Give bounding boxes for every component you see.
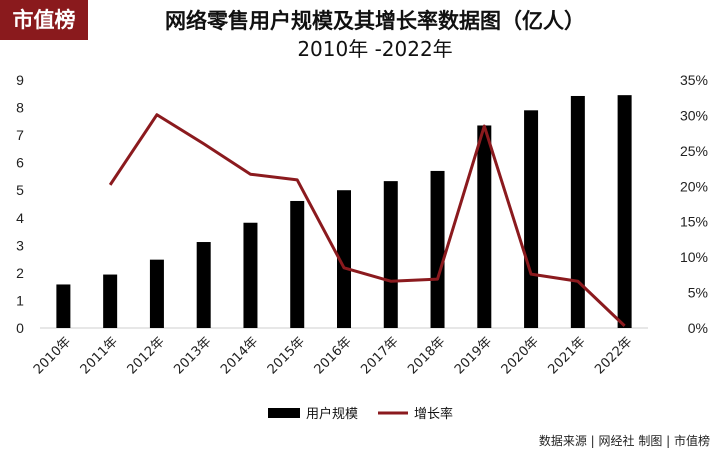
x-tick-label: 2014年	[218, 334, 261, 377]
x-tick-label: 2019年	[452, 334, 495, 377]
bar-user-scale	[383, 181, 398, 328]
y-left-tick-label: 1	[16, 292, 24, 308]
x-tick-label: 2021年	[545, 334, 588, 377]
y-left-tick-label: 9	[16, 72, 24, 88]
bar-user-scale	[196, 242, 211, 328]
bar-user-scale	[103, 274, 118, 328]
x-tick-label: 2016年	[312, 334, 355, 377]
bar-user-scale	[617, 95, 632, 329]
x-tick-label: 2018年	[405, 334, 448, 377]
y-left-tick-label: 5	[16, 182, 24, 198]
line-growth-rate	[108, 113, 626, 327]
bar-user-scale	[430, 170, 445, 328]
y-right-tick-label: 20%	[680, 178, 708, 194]
chart-subtitle: 2010年 -2022年	[297, 37, 453, 61]
legend-label-bar: 用户规模	[306, 406, 358, 422]
y-left-tick-label: 7	[16, 127, 24, 143]
bar-user-scale	[290, 200, 305, 328]
y-right-tick-label: 5%	[688, 285, 708, 301]
y-right-tick-label: 0%	[688, 320, 708, 336]
x-tick-label: 2012年	[125, 334, 168, 377]
bar-user-scale	[570, 95, 585, 328]
bar-user-scale	[243, 222, 258, 328]
bar-user-scale	[524, 110, 539, 328]
y-right-tick-label: 30%	[680, 107, 708, 123]
legend-swatch-bar	[268, 408, 300, 418]
brand-logo: 市值榜	[0, 0, 88, 40]
y-right-tick-label: 10%	[680, 249, 708, 265]
source-note: 数据来源 | 网经社 制图 | 市值榜	[538, 434, 710, 448]
y-right-tick-label: 25%	[680, 143, 708, 159]
x-tick-label: 2022年	[592, 334, 635, 377]
y-left-tick-label: 2	[16, 265, 24, 281]
y-right-tick-label: 15%	[680, 214, 708, 230]
y-left-tick-label: 3	[16, 237, 24, 253]
x-tick-label: 2010年	[31, 334, 74, 377]
x-tick-label: 2013年	[171, 334, 214, 377]
x-tick-label: 2011年	[78, 334, 121, 377]
y-left-tick-label: 8	[16, 100, 24, 116]
y-left-tick-label: 6	[16, 155, 24, 171]
y-left-tick-label: 0	[16, 320, 24, 336]
legend-label-line: 增长率	[414, 406, 453, 422]
y-left-tick-label: 4	[16, 210, 24, 226]
x-tick-label: 2020年	[499, 334, 542, 377]
bar-user-scale	[337, 190, 351, 328]
bar-user-scale	[56, 284, 71, 328]
bar-user-scale	[477, 125, 492, 328]
bar-user-scale	[149, 259, 164, 328]
x-tick-label: 2015年	[265, 334, 308, 377]
x-tick-label: 2017年	[358, 334, 401, 377]
chart-title: 网络零售用户规模及其增长率数据图（亿人）	[165, 9, 585, 33]
y-right-tick-label: 35%	[680, 72, 708, 88]
